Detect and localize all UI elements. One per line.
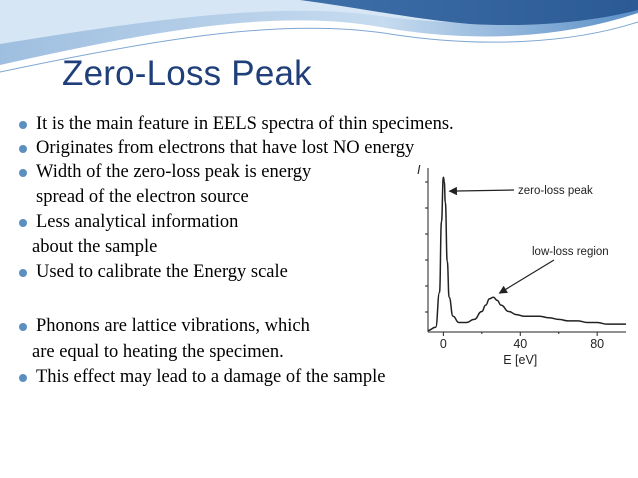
bullet-text: Less analytical information — [36, 212, 239, 232]
header-wave-decoration — [0, 0, 638, 73]
bullet-marker — [19, 121, 27, 129]
bullet-text: Used to calibrate the Energy scale — [36, 262, 288, 282]
bullet-marker — [19, 374, 27, 382]
bullet-marker — [19, 169, 27, 177]
bullet-text: It is the main feature in EELS spectra o… — [36, 114, 454, 134]
slide-title: Zero-Loss Peak — [62, 54, 312, 93]
low-loss-annotation: low-loss region — [532, 246, 609, 258]
bullet-marker — [19, 145, 27, 153]
zero-loss-arrow — [448, 186, 515, 196]
x-axis-label: E [eV] — [503, 353, 537, 367]
bullet-text: are equal to heating the specimen. — [32, 342, 284, 362]
zero-loss-annotation: zero-loss peak — [518, 185, 593, 197]
bullet-text: This effect may lead to a damage of the … — [36, 367, 386, 387]
x-tick-label: 40 — [513, 337, 527, 351]
y-axis-label-fragment: I — [417, 164, 421, 177]
bullet-marker — [19, 219, 27, 227]
bullet-marker — [19, 269, 27, 277]
x-tick-label: 80 — [590, 337, 604, 351]
bullet-text: spread of the electron source — [36, 187, 249, 207]
spectrum-line — [427, 176, 626, 332]
low-loss-arrow — [498, 259, 555, 294]
x-tick-label: 0 — [440, 337, 447, 351]
bullet-text: Phonons are lattice vibrations, which — [36, 316, 310, 336]
bullet-text: Originates from electrons that have lost… — [36, 138, 415, 158]
figure-background — [414, 164, 632, 376]
bullet-marker — [19, 323, 27, 331]
bullet-text: Width of the zero-loss peak is energy — [36, 162, 312, 182]
bullet-text: about the sample — [32, 237, 158, 257]
